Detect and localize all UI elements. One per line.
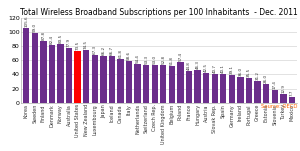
Text: 40.7: 40.7: [213, 64, 217, 73]
Bar: [32, 33, 38, 103]
Bar: [23, 28, 29, 103]
Bar: [220, 74, 226, 103]
Bar: [83, 50, 89, 103]
Text: 74.5: 74.5: [84, 40, 88, 49]
Text: Source: OECD: Source: OECD: [261, 104, 297, 109]
Bar: [263, 84, 269, 103]
Bar: [92, 55, 98, 103]
Bar: [160, 66, 167, 103]
Text: 46.3: 46.3: [196, 60, 200, 69]
Bar: [289, 97, 295, 103]
Bar: [237, 77, 244, 103]
Text: 17.4: 17.4: [273, 80, 277, 89]
Bar: [212, 74, 218, 103]
Text: 53.0: 53.0: [153, 55, 157, 64]
Text: 44.8: 44.8: [187, 61, 191, 70]
Bar: [169, 66, 175, 103]
Text: 53.3: 53.3: [144, 55, 148, 64]
Text: 82.4: 82.4: [50, 35, 54, 43]
Text: 12.9: 12.9: [281, 84, 285, 93]
Text: 61.8: 61.8: [118, 49, 122, 58]
Text: 67.3: 67.3: [93, 45, 97, 54]
Bar: [117, 59, 124, 103]
Bar: [272, 90, 278, 103]
Text: 7.7: 7.7: [290, 90, 294, 96]
Text: 26.0: 26.0: [264, 74, 268, 83]
Bar: [40, 41, 46, 103]
Bar: [194, 70, 201, 103]
Text: 54.4: 54.4: [136, 54, 140, 63]
Text: 66.7: 66.7: [110, 45, 114, 55]
Bar: [109, 56, 115, 103]
Bar: [143, 65, 149, 103]
Text: 35.5: 35.5: [247, 67, 251, 77]
Text: 105.6: 105.6: [24, 16, 28, 27]
Text: 57.4: 57.4: [178, 52, 182, 61]
Bar: [152, 65, 158, 103]
Bar: [177, 62, 184, 103]
Text: 40.1: 40.1: [221, 64, 225, 73]
Text: 36.0: 36.0: [238, 67, 242, 76]
Bar: [254, 81, 261, 103]
Bar: [66, 48, 72, 103]
Text: 58.6: 58.6: [127, 51, 131, 60]
Text: 31.2: 31.2: [256, 71, 260, 80]
Bar: [229, 75, 235, 103]
Bar: [246, 78, 252, 103]
Bar: [49, 45, 55, 103]
Bar: [74, 51, 81, 103]
Text: 52.8: 52.8: [161, 55, 165, 64]
Text: 87.8: 87.8: [41, 31, 45, 40]
Text: 73.5: 73.5: [76, 41, 80, 50]
Bar: [57, 44, 64, 103]
Bar: [186, 71, 192, 103]
Text: 51.8: 51.8: [170, 56, 174, 65]
Text: 42.5: 42.5: [204, 63, 208, 72]
Bar: [280, 94, 286, 103]
Text: 66.2: 66.2: [101, 46, 105, 55]
Title: Total Wireless Broadband Subscriptions per 100 Inhabitants  - Dec. 2011: Total Wireless Broadband Subscriptions p…: [20, 8, 298, 17]
Bar: [203, 73, 209, 103]
Text: 39.1: 39.1: [230, 65, 234, 74]
Text: 77.9: 77.9: [67, 38, 71, 47]
Bar: [134, 64, 141, 103]
Text: 99.0: 99.0: [33, 23, 37, 32]
Text: 83.5: 83.5: [58, 34, 62, 43]
Bar: [100, 56, 106, 103]
Bar: [126, 61, 132, 103]
